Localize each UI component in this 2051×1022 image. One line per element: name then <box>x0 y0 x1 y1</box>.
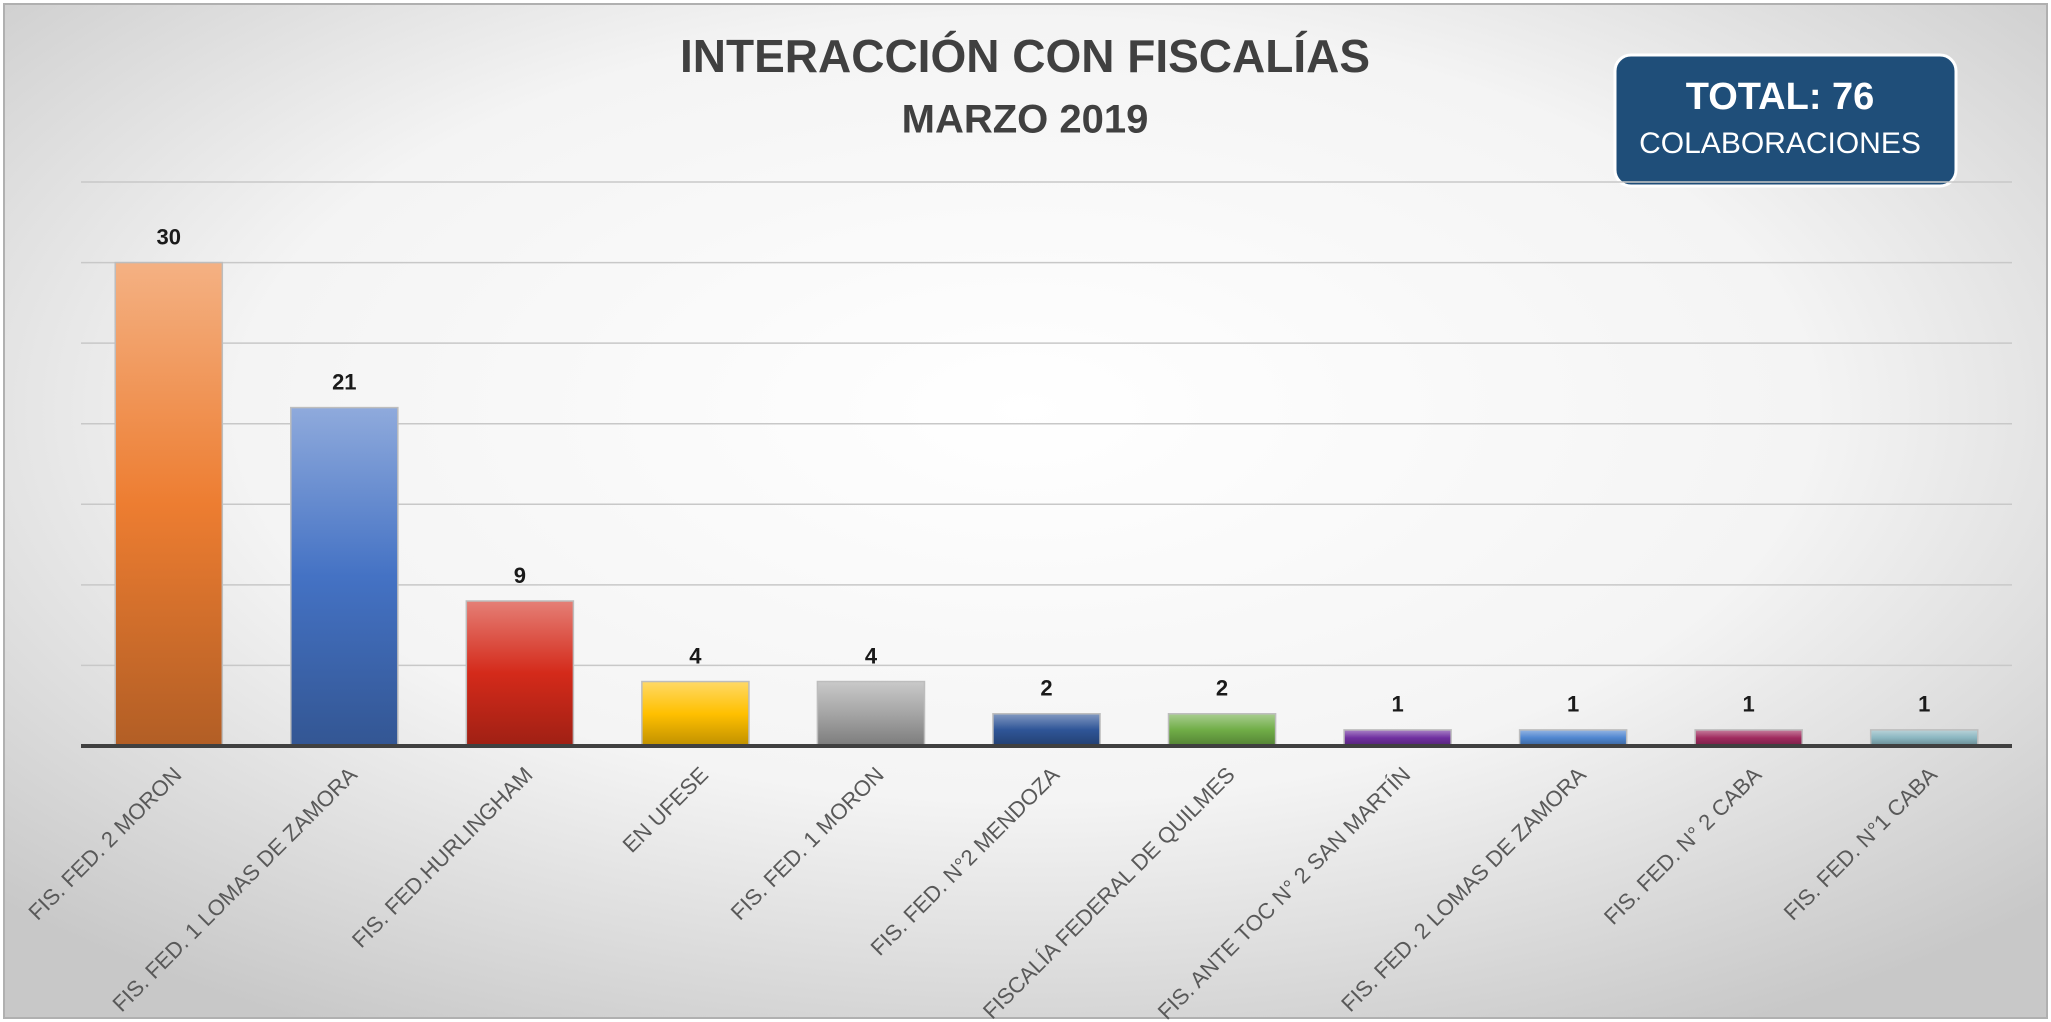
value-label: 1 <box>1743 692 1755 717</box>
value-label: 2 <box>1216 676 1228 701</box>
bar <box>465 600 575 747</box>
bar <box>641 680 750 747</box>
chart-title: INTERACCIÓN CON FISCALÍAS <box>680 30 1370 82</box>
value-label: 30 <box>157 224 181 249</box>
chart-subtitle: MARZO 2019 <box>902 98 1149 142</box>
value-label: 2 <box>1040 676 1052 701</box>
bar <box>114 261 224 747</box>
bar <box>1869 729 1979 747</box>
value-label: 4 <box>689 643 702 668</box>
value-label: 4 <box>865 643 878 668</box>
bar <box>290 406 399 747</box>
value-label: 9 <box>514 563 526 588</box>
value-label: 21 <box>332 369 356 394</box>
bar <box>1518 729 1628 747</box>
bar <box>992 713 1101 747</box>
bar <box>1343 729 1452 747</box>
total-box <box>1613 53 1958 188</box>
bar <box>1694 729 1803 747</box>
value-label: 1 <box>1391 692 1403 717</box>
bar <box>816 680 926 747</box>
bar <box>1167 713 1277 747</box>
total-text: COLABORACIONES <box>1639 127 1921 160</box>
value-label: 1 <box>1567 692 1579 717</box>
value-label: 1 <box>1918 692 1930 717</box>
total-label: TOTAL: 76 <box>1686 76 1875 118</box>
